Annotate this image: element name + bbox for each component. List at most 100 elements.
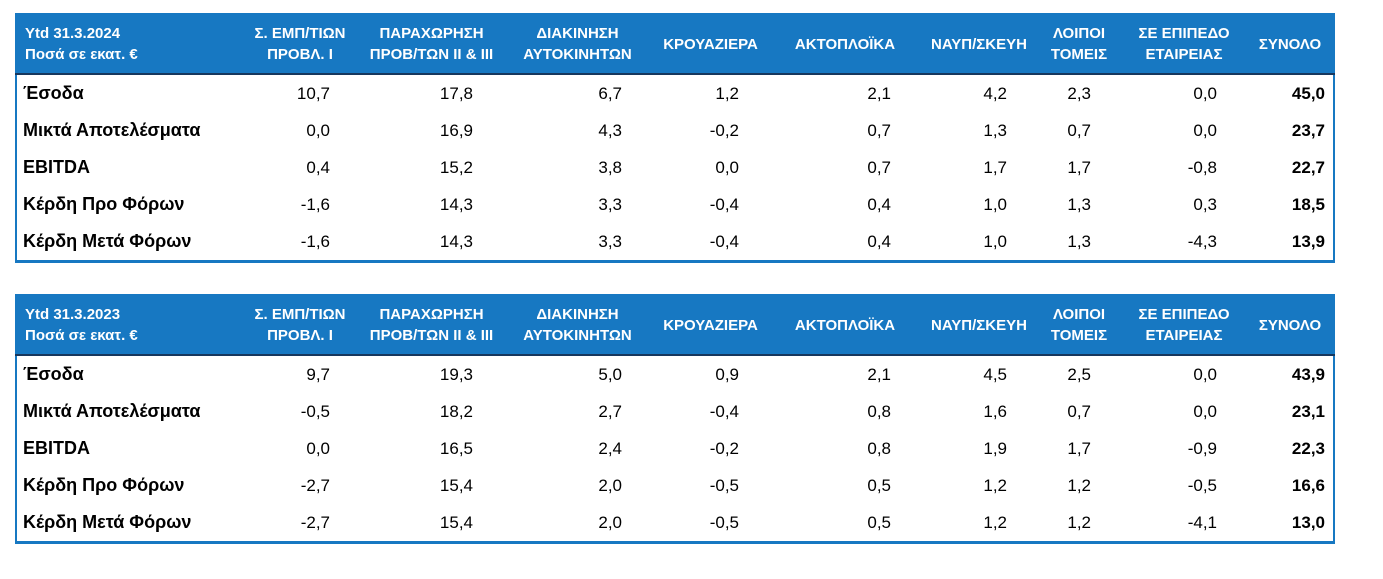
value-cell: -1,6 (300, 194, 330, 214)
value-cell: 1,3 (1067, 194, 1091, 214)
value-cell: 9,7 (306, 364, 330, 384)
total-value-cell: 22,3 (1291, 438, 1325, 458)
table-row: Κέρδη Προ Φόρων -2,7 15,4 2,0 -0,5 0,5 1,2 1,2 -… (16, 467, 1334, 504)
column-header: ΣΕ ΕΠΙΠΕΔΟ ΕΤΑΙΡΕΙΑΣ (1121, 14, 1247, 74)
table-body: Έσοδα 10,7 17,8 6,7 1,2 2,1 4,2 2,3 0,0 45,0 Μικτά… (16, 74, 1334, 262)
column-header-line: ΕΤΑΙΡΕΙΑΣ (1145, 327, 1223, 344)
column-header-line: Σ. ΕΜΠ/ΤΙΩΝ (254, 25, 346, 42)
column-header-line: ΚΡΟΥΑΖΙΕΡΑ (663, 35, 758, 53)
value-cell: 2,1 (867, 83, 891, 103)
value-cell: 1,2 (983, 475, 1007, 495)
table-period-label: Ytd 31.3.2023 (25, 306, 121, 323)
column-header: Σ. ΕΜΠ/ΤΙΩΝ ΠΡΟΒΛ. Ι (240, 14, 360, 74)
column-header-line: ΑΚΤΟΠΛΟΪΚΑ (794, 316, 896, 334)
row-label: Έσοδα (23, 364, 84, 384)
financial-table: Ytd 31.3.2023 Ποσά σε εκατ. € Σ. ΕΜΠ/ΤΙΩΝ Π… (15, 294, 1335, 544)
total-value-cell: 23,1 (1291, 401, 1325, 421)
value-cell: 1,9 (983, 438, 1007, 458)
value-cell: 18,2 (439, 401, 473, 421)
value-cell: 1,0 (983, 231, 1007, 251)
value-cell: 3,3 (598, 231, 622, 251)
table-header: Ytd 31.3.2023 Ποσά σε εκατ. € Σ. ΕΜΠ/ΤΙΩΝ Π… (16, 295, 1334, 355)
column-header-line: ΣΕ ΕΠΙΠΕΔΟ (1138, 306, 1230, 323)
column-header-line: ΝΑΥΠ/ΣΚΕΥΗ (931, 316, 1027, 334)
value-cell: 14,3 (439, 231, 473, 251)
column-header: ΚΡΟΥΑΖΙΕΡΑ (652, 295, 769, 355)
total-value-cell: 13,0 (1291, 512, 1325, 532)
value-cell: -0,2 (709, 438, 739, 458)
value-cell: 0,3 (1193, 194, 1217, 214)
value-cell: 0,0 (306, 120, 330, 140)
value-cell: 0,8 (867, 401, 891, 421)
column-header-line: ΤΟΜΕΙΣ (1050, 46, 1108, 63)
column-header: ΚΡΟΥΑΖΙΕΡΑ (652, 14, 769, 74)
total-value-cell: 23,7 (1291, 120, 1325, 140)
column-header: ΝΑΥΠ/ΣΚΕΥΗ (921, 295, 1037, 355)
column-header: ΠΑΡΑΧΩΡΗΣΗ ΠΡΟΒ/ΤΩΝ ΙΙ & ΙΙΙ (360, 14, 503, 74)
table-units-label: Ποσά σε εκατ. € (25, 327, 138, 344)
row-label: Έσοδα (23, 83, 84, 103)
value-cell: -0,4 (709, 401, 739, 421)
column-header: Σ. ΕΜΠ/ΤΙΩΝ ΠΡΟΒΛ. Ι (240, 295, 360, 355)
value-cell: 2,0 (598, 512, 622, 532)
value-cell: -2,7 (300, 512, 330, 532)
column-header-line: ΠΑΡΑΧΩΡΗΣΗ (379, 25, 484, 42)
value-cell: 1,2 (1067, 512, 1091, 532)
header-row: Ytd 31.3.2023 Ποσά σε εκατ. € Σ. ΕΜΠ/ΤΙΩΝ Π… (16, 295, 1334, 355)
column-header: ΝΑΥΠ/ΣΚΕΥΗ (921, 14, 1037, 74)
column-header-line: ΝΑΥΠ/ΣΚΕΥΗ (931, 35, 1027, 53)
value-cell: -2,7 (300, 475, 330, 495)
table-title-cell: Ytd 31.3.2024 Ποσά σε εκατ. € (16, 14, 240, 74)
column-header-line: ΛΟΙΠΟΙ (1052, 306, 1106, 323)
value-cell: -0,9 (1187, 438, 1217, 458)
column-header-line: ΣΥΝΟΛΟ (1258, 316, 1322, 334)
value-cell: 0,0 (715, 157, 739, 177)
row-label: EBITDA (23, 438, 90, 458)
value-cell: -0,5 (709, 512, 739, 532)
row-label: Κέρδη Προ Φόρων (23, 475, 185, 495)
table-header: Ytd 31.3.2024 Ποσά σε εκατ. € Σ. ΕΜΠ/ΤΙΩΝ Π… (16, 14, 1334, 74)
column-header: ΔΙΑΚΙΝΗΣΗ ΑΥΤΟΚΙΝΗΤΩΝ (503, 295, 652, 355)
value-cell: 2,4 (598, 438, 622, 458)
value-cell: 1,2 (1067, 475, 1091, 495)
column-header: ΑΚΤΟΠΛΟΪΚΑ (769, 14, 921, 74)
value-cell: 16,5 (439, 438, 473, 458)
value-cell: 0,4 (867, 194, 891, 214)
value-cell: 0,7 (867, 157, 891, 177)
value-cell: 15,2 (439, 157, 473, 177)
column-header-line: ΣΕ ΕΠΙΠΕΔΟ (1138, 25, 1230, 42)
total-value-cell: 16,6 (1291, 475, 1325, 495)
row-label: Κέρδη Προ Φόρων (23, 194, 185, 214)
value-cell: 2,0 (598, 475, 622, 495)
value-cell: 0,9 (715, 364, 739, 384)
column-header: ΠΑΡΑΧΩΡΗΣΗ ΠΡΟΒ/ΤΩΝ ΙΙ & ΙΙΙ (360, 295, 503, 355)
value-cell: 2,1 (867, 364, 891, 384)
value-cell: 1,7 (1067, 157, 1091, 177)
column-header: ΣΥΝΟΛΟ (1247, 295, 1334, 355)
row-label: Μικτά Αποτελέσματα (23, 120, 201, 140)
header-row: Ytd 31.3.2024 Ποσά σε εκατ. € Σ. ΕΜΠ/ΤΙΩΝ Π… (16, 14, 1334, 74)
total-value-cell: 45,0 (1291, 83, 1325, 103)
value-cell: -0,5 (300, 401, 330, 421)
column-header: ΛΟΙΠΟΙ ΤΟΜΕΙΣ (1037, 295, 1121, 355)
value-cell: 1,2 (983, 512, 1007, 532)
table-title-cell: Ytd 31.3.2023 Ποσά σε εκατ. € (16, 295, 240, 355)
total-value-cell: 18,5 (1291, 194, 1325, 214)
column-header-line: ΑΚΤΟΠΛΟΪΚΑ (794, 35, 896, 53)
value-cell: 1,6 (983, 401, 1007, 421)
column-header: ΑΚΤΟΠΛΟΪΚΑ (769, 295, 921, 355)
value-cell: 17,8 (439, 83, 473, 103)
value-cell: -1,6 (300, 231, 330, 251)
table-section-ytd-2023: Ytd 31.3.2023 Ποσά σε εκατ. € Σ. ΕΜΠ/ΤΙΩΝ Π… (15, 294, 1383, 544)
value-cell: 10,7 (296, 83, 330, 103)
value-cell: 16,9 (439, 120, 473, 140)
total-value-cell: 22,7 (1291, 157, 1325, 177)
value-cell: 3,8 (598, 157, 622, 177)
column-header-line: ΕΤΑΙΡΕΙΑΣ (1145, 46, 1223, 63)
financial-table: Ytd 31.3.2024 Ποσά σε εκατ. € Σ. ΕΜΠ/ΤΙΩΝ Π… (15, 13, 1335, 263)
table-period-label: Ytd 31.3.2024 (25, 25, 121, 42)
value-cell: 0,7 (1067, 120, 1091, 140)
value-cell: 2,7 (598, 401, 622, 421)
value-cell: -0,5 (1187, 475, 1217, 495)
